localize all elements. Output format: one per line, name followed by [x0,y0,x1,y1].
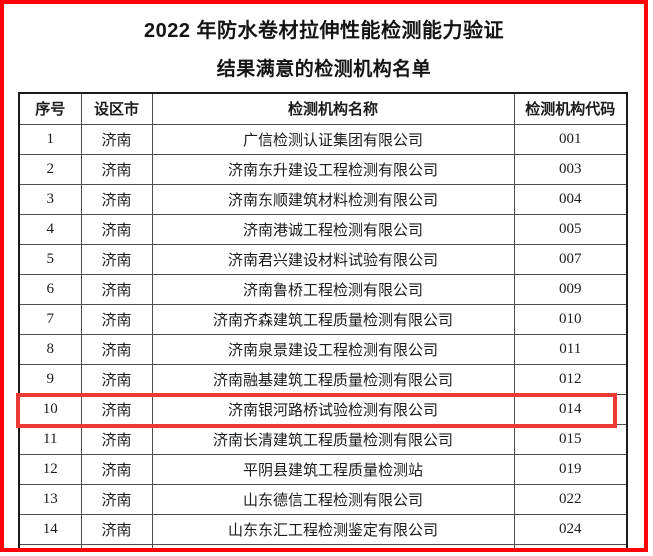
cell-institution-code: 015 [513,423,628,455]
cell-serial-number: 5 [18,243,82,275]
table-row: 1 济南 广信检测认证集团有限公司 001 [18,123,628,155]
cell-serial-number: 1 [18,123,82,155]
cell-city: 济南 [80,513,153,545]
cell-serial-number: 10 [18,393,82,425]
cell-city: 济南 [80,123,153,155]
cell-institution-code: 019 [513,453,628,485]
cell-institution-code: 024 [513,513,628,545]
cell-serial-number: 12 [18,453,82,485]
cell-institution-code: 010 [513,303,628,335]
table-cell-empty [18,543,82,548]
table-row: 7 济南 济南齐森建筑工程质量检测有限公司 010 [18,303,628,335]
cell-city: 济南 [80,273,153,305]
table-row: 13 济南 山东德信工程检测有限公司 022 [18,483,628,515]
table-row: 4 济南 济南港诚工程检测有限公司 005 [18,213,628,245]
cell-city: 济南 [80,363,153,395]
cell-city: 济南 [80,453,153,485]
cell-city: 济南 [80,303,153,335]
cell-city: 济南 [80,213,153,245]
cell-serial-number: 2 [18,153,82,185]
table-row: 11 济南 济南长清建筑工程质量检测有限公司 015 [18,423,628,455]
results-table-container: 序号 设区市 检测机构名称 检测机构代码 1 济南 广信检测认证集团有限公司 0… [18,92,632,548]
table-row: 5 济南 济南君兴建设材料试验有限公司 007 [18,243,628,275]
table-cell-empty [513,543,628,548]
cell-serial-number: 11 [18,423,82,455]
page-subtitle: 结果满意的检测机构名单 [216,59,432,80]
results-table: 序号 设区市 检测机构名称 检测机构代码 1 济南 广信检测认证集团有限公司 0… [18,92,628,548]
cell-institution-name: 济南东升建设工程检测有限公司 [151,153,515,185]
column-header-no: 序号 [18,92,82,125]
table-row: 12 济南 平阴县建筑工程质量检测站 019 [18,453,628,485]
table-row: 10 济南 济南银河路桥试验检测有限公司 014 [18,393,628,425]
cell-institution-name: 济南泉景建设工程检测有限公司 [151,333,515,365]
cell-city: 济南 [80,333,153,365]
cell-institution-name: 济南齐森建筑工程质量检测有限公司 [151,303,515,335]
column-header-city: 设区市 [80,92,153,125]
cell-institution-name: 济南港诚工程检测有限公司 [151,213,515,245]
table-body: 1 济南 广信检测认证集团有限公司 001 2 济南 济南东升建设工程检测有限公… [18,123,628,545]
table-row: 6 济南 济南鲁桥工程检测有限公司 009 [18,273,628,305]
column-header-name: 检测机构名称 [151,92,515,125]
cell-city: 济南 [80,393,153,425]
cell-serial-number: 6 [18,273,82,305]
cell-serial-number: 8 [18,333,82,365]
page-title: 2022 年防水卷材拉伸性能检测能力验证 [143,20,505,42]
table-row: 2 济南 济南东升建设工程检测有限公司 003 [18,153,628,185]
cell-institution-code: 022 [513,483,628,515]
table-row: 9 济南 济南融基建筑工程质量检测有限公司 012 [18,363,628,395]
cell-institution-code: 001 [513,123,628,155]
table-cell-empty [80,543,153,548]
cell-serial-number: 3 [18,183,82,215]
cell-institution-name: 济南君兴建设材料试验有限公司 [151,243,515,275]
cell-institution-code: 007 [513,243,628,275]
cell-city: 济南 [80,423,153,455]
cell-institution-name: 广信检测认证集团有限公司 [151,123,515,155]
table-row: 8 济南 济南泉景建设工程检测有限公司 011 [18,333,628,365]
cell-serial-number: 13 [18,483,82,515]
table-partial-row [18,543,628,548]
cell-city: 济南 [80,153,153,185]
cell-institution-code: 014 [513,393,628,425]
cell-serial-number: 7 [18,303,82,335]
cell-city: 济南 [80,183,153,215]
column-header-code: 检测机构代码 [513,92,628,125]
table-cell-empty [151,543,515,548]
cell-serial-number: 14 [18,513,82,545]
cell-institution-code: 005 [513,213,628,245]
table-row: 14 济南 山东东汇工程检测鉴定有限公司 024 [18,513,628,545]
cell-institution-name: 济南东顺建筑材料检测有限公司 [151,183,515,215]
table-row-clipped [18,543,628,548]
cell-institution-name: 济南银河路桥试验检测有限公司 [151,393,515,425]
cell-institution-name: 山东德信工程检测有限公司 [151,483,515,515]
cell-institution-name: 平阴县建筑工程质量检测站 [151,453,515,485]
cell-city: 济南 [80,243,153,275]
cell-institution-name: 济南长清建筑工程质量检测有限公司 [151,423,515,455]
table-row: 3 济南 济南东顺建筑材料检测有限公司 004 [18,183,628,215]
cell-serial-number: 4 [18,213,82,245]
cell-serial-number: 9 [18,363,82,395]
cell-city: 济南 [80,483,153,515]
cell-institution-code: 011 [513,333,628,365]
cell-institution-code: 003 [513,153,628,185]
cell-institution-code: 004 [513,183,628,215]
cell-institution-code: 009 [513,273,628,305]
cell-institution-name: 山东东汇工程检测鉴定有限公司 [151,513,515,545]
cell-institution-name: 济南鲁桥工程检测有限公司 [151,273,515,305]
table-header-row: 序号 设区市 检测机构名称 检测机构代码 [18,92,628,125]
cell-institution-name: 济南融基建筑工程质量检测有限公司 [151,363,515,395]
cell-institution-code: 012 [513,363,628,395]
